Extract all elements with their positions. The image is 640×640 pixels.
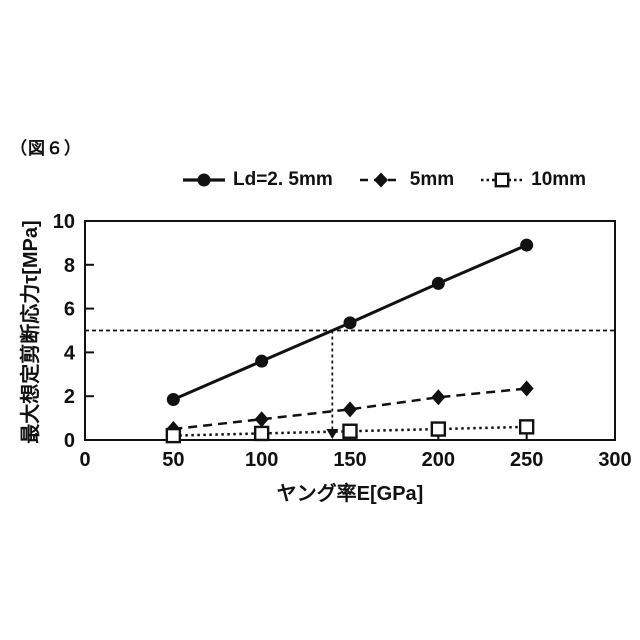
- data-point-diamond: [519, 380, 534, 397]
- figure-label: （図６）: [10, 139, 82, 158]
- x-tick-label: 200: [422, 449, 455, 471]
- x-tick-label: 0: [79, 449, 90, 471]
- data-point-diamond: [431, 389, 446, 406]
- data-point-square: [165, 427, 182, 444]
- data-point-diamond: [343, 401, 357, 418]
- y-tick-label: 2: [64, 386, 75, 408]
- data-point-circle: [343, 316, 357, 330]
- x-tick-label: 300: [598, 449, 631, 471]
- x-axis-title: ヤング率E[GPa]: [276, 483, 424, 505]
- x-tick-label: 100: [245, 449, 278, 471]
- legend-label: 5mm: [409, 169, 455, 190]
- legend-square-open-icon: [481, 172, 524, 188]
- legend-label: 10mm: [531, 169, 587, 190]
- x-tick-label: 150: [333, 449, 366, 471]
- y-axis-title: 最大想定剪断応力τ[MPa]: [20, 220, 42, 444]
- y-tick-label: 8: [64, 255, 75, 277]
- x-tick-label: 50: [162, 449, 184, 471]
- y-tick-label: 6: [64, 299, 75, 321]
- legend-item-0: Ld=2. 5mm: [183, 169, 333, 191]
- chart-legend: Ld=2. 5mm 5mm 10mm: [183, 168, 586, 192]
- legend-item-1: 5mm: [359, 169, 455, 191]
- data-point-circle: [166, 392, 180, 406]
- legend-circle-filled-icon: [183, 173, 225, 187]
- legend-label: Ld=2. 5mm: [233, 169, 333, 190]
- data-point-diamond: [254, 411, 269, 428]
- y-tick-label: 10: [53, 211, 75, 233]
- legend-diamond-filled-icon: [359, 172, 402, 188]
- y-tick-label: 4: [64, 342, 76, 364]
- x-tick-label: 250: [510, 449, 543, 471]
- data-point-square: [518, 419, 535, 435]
- legend-item-2: 10mm: [481, 169, 586, 191]
- data-point-square: [430, 421, 447, 437]
- data-point-circle: [255, 354, 269, 368]
- series-line-2: [173, 425, 527, 437]
- data-point-circle: [520, 238, 534, 252]
- data-point-square: [253, 425, 270, 442]
- data-point-square: [342, 423, 358, 439]
- data-point-circle: [431, 276, 445, 290]
- y-tick-label: 0: [64, 430, 75, 452]
